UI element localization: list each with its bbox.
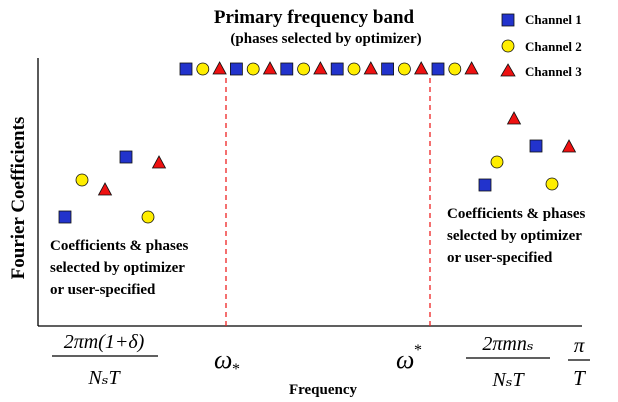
channel3-triangle-marker	[262, 61, 278, 75]
y-axis-label: Fourier Coefficients	[8, 117, 29, 280]
omega-upper-superscript: *	[414, 342, 422, 359]
channel1-square-marker	[280, 62, 294, 76]
channel1-square-marker	[529, 139, 543, 153]
channel3-triangle-marker	[363, 61, 378, 75]
legend: Channel 1 Channel 2 Channel 3	[500, 12, 582, 79]
legend-channel1-label: Channel 1	[525, 12, 582, 27]
channel1-square-marker	[179, 62, 193, 76]
legend-channel2-label: Channel 2	[525, 39, 582, 54]
channel2-circle-marker	[297, 62, 311, 76]
omega-upper-symbol: ω	[396, 345, 414, 374]
legend-channel2-icon	[501, 39, 515, 53]
channel1-square-marker	[330, 62, 344, 76]
x-tick-omega-upper: ω *	[396, 342, 422, 374]
x-tick-1-numerator: 2πm(1+δ)	[64, 331, 145, 353]
channel2-circle-marker	[246, 62, 260, 76]
channel3-triangle-marker	[151, 155, 167, 169]
channel2-circle-marker	[397, 62, 411, 76]
x-tick-4-numerator: 2πmnₛ	[482, 333, 533, 355]
x-tick-5-denominator: T	[573, 366, 586, 390]
channel1-square-marker	[119, 150, 133, 164]
channel2-circle-marker	[490, 155, 504, 169]
omega-lower-symbol: ω	[214, 345, 232, 374]
right-annotation-line3: or user-specified	[447, 250, 553, 266]
x-tick-5-numerator: π	[574, 333, 585, 357]
channel1-square-marker	[478, 178, 492, 192]
title-line1: Primary frequency band	[214, 7, 415, 28]
left-annotation-line2: selected by optimizer	[50, 260, 185, 276]
right-annotation: Coefficients & phases selected by optimi…	[447, 206, 585, 266]
channel2-circle-marker	[196, 62, 210, 76]
legend-channel3-icon	[500, 63, 516, 77]
channel3-triangle-marker	[212, 61, 227, 75]
left-annotation-line3: or user-specified	[50, 282, 156, 298]
x-tick-4-denominator: NₛT	[491, 369, 525, 391]
channel1-square-marker	[229, 62, 243, 76]
left-annotation-line1: Coefficients & phases	[50, 238, 188, 254]
title-line2: (phases selected by optimizer)	[230, 31, 421, 47]
right-annotation-line1: Coefficients & phases	[447, 206, 585, 222]
channel2-circle-marker	[75, 173, 89, 187]
x-tick-label-1: 2πm(1+δ) NₛT	[52, 331, 158, 389]
channel3-triangle-marker	[506, 111, 522, 125]
legend-channel3-label: Channel 3	[525, 64, 582, 79]
channel2-circle-marker	[448, 62, 462, 76]
omega-lower-subscript: *	[232, 361, 240, 378]
channel2-circle-marker	[347, 62, 361, 76]
x-axis-label: Frequency	[289, 382, 358, 398]
channel1-square-marker	[431, 62, 445, 76]
channel2-circle-marker	[545, 177, 559, 191]
x-tick-label-4: 2πmnₛ NₛT	[466, 333, 550, 391]
channel3-triangle-marker	[313, 61, 328, 75]
channel3-triangle-marker	[414, 61, 429, 75]
channel3-triangle-marker	[561, 139, 577, 153]
channel1-square-marker	[381, 62, 395, 76]
channel1-square-marker	[58, 210, 72, 224]
legend-channel1-icon	[501, 13, 515, 27]
x-tick-label-5: π T	[568, 333, 590, 390]
right-annotation-line2: selected by optimizer	[447, 228, 582, 244]
channel3-triangle-marker	[97, 182, 113, 196]
channel2-circle-marker	[141, 210, 155, 224]
channel3-triangle-marker	[464, 61, 479, 75]
x-tick-1-denominator: NₛT	[87, 367, 121, 389]
x-tick-omega-lower: ω *	[214, 345, 240, 378]
channel-markers	[58, 61, 577, 224]
left-annotation: Coefficients & phases selected by optimi…	[50, 238, 188, 298]
